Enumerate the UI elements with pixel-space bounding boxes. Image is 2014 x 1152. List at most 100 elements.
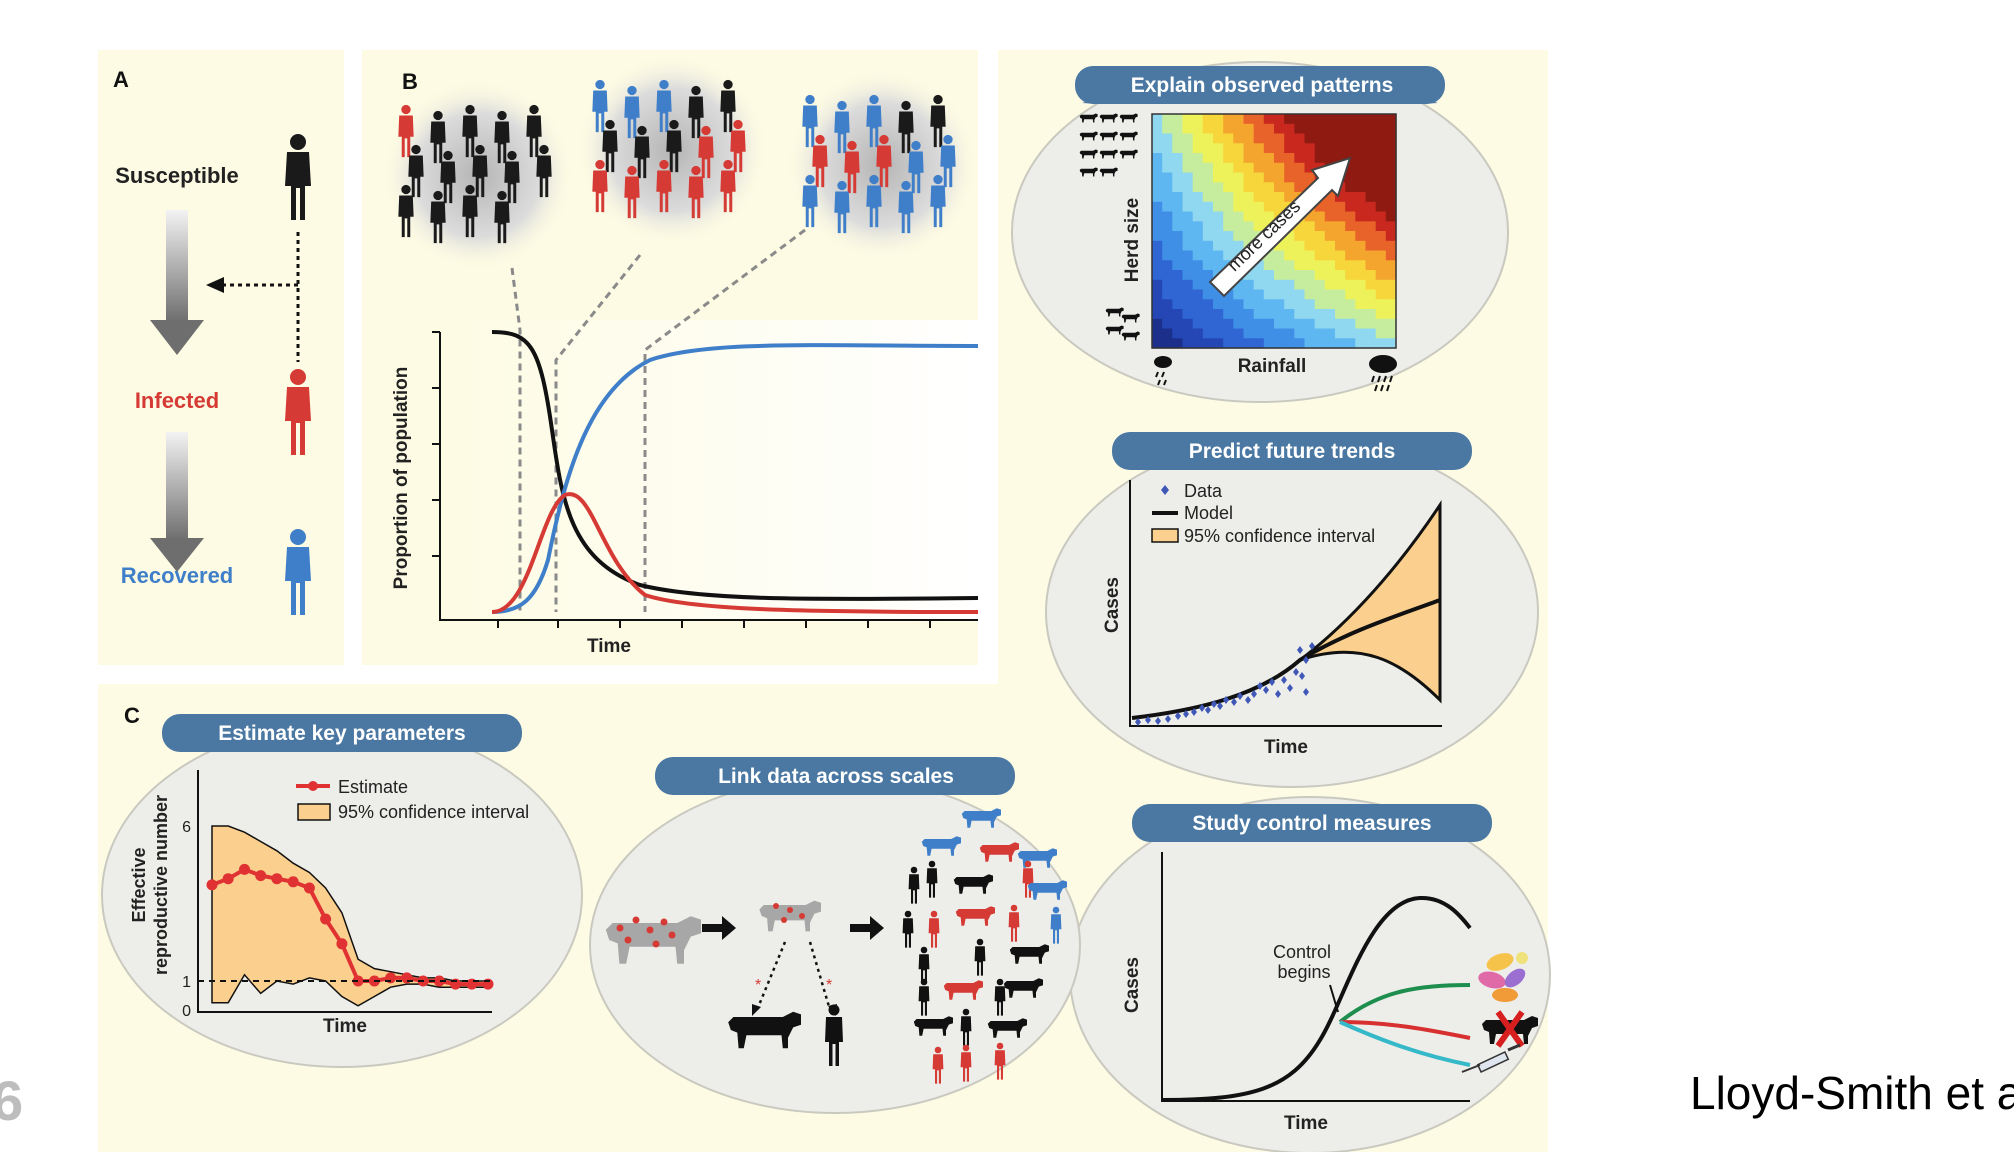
heatmap-cell xyxy=(1294,162,1306,174)
heatmap-cell xyxy=(1263,114,1275,125)
heatmap-cell xyxy=(1243,201,1255,213)
heatmap-cell xyxy=(1172,172,1184,183)
heatmap-cell xyxy=(1284,153,1295,164)
heatmap-cell xyxy=(1365,201,1377,213)
data-point xyxy=(1175,712,1181,720)
heatmap-cell xyxy=(1253,309,1265,320)
heatmap-cell xyxy=(1335,299,1346,310)
heatmap-cell xyxy=(1162,279,1173,291)
heatmap-cell xyxy=(1263,250,1275,261)
predict-data-points xyxy=(1135,642,1315,726)
heatmap-cell xyxy=(1284,250,1295,261)
heatmap-cell xyxy=(1192,211,1204,222)
heatmap-cell xyxy=(1152,289,1163,300)
heatmap-cell xyxy=(1182,250,1194,261)
heatmap-cell xyxy=(1385,270,1397,281)
heatmap-cell xyxy=(1152,201,1163,213)
heatmap-cell xyxy=(1152,240,1163,252)
heatmap-cell xyxy=(1152,221,1163,232)
heatmap-cell xyxy=(1172,299,1184,310)
heatmap-cell xyxy=(1192,182,1204,193)
heatmap-cell xyxy=(1365,260,1377,271)
heatmap-cell xyxy=(1263,143,1275,154)
heatmap-cell xyxy=(1324,338,1336,349)
heatmap-cell xyxy=(1253,338,1265,349)
heatmap-cell xyxy=(1375,221,1387,232)
heatmap-cell xyxy=(1355,250,1367,261)
predict-oval: Predict future trends xyxy=(1045,432,1539,788)
heatmap-cell xyxy=(1274,260,1285,271)
heatmap-cell xyxy=(1294,231,1306,242)
heatmap-cell xyxy=(1182,240,1194,252)
heatmap-cell xyxy=(1162,162,1173,174)
heatmap-cell xyxy=(1243,153,1255,164)
heatmap-cell xyxy=(1365,221,1377,232)
heatmap-cell xyxy=(1192,172,1204,183)
heatmap-cell xyxy=(1213,221,1224,232)
heatmap-cell xyxy=(1152,192,1163,203)
data-point xyxy=(1309,642,1315,650)
heatmap-cell xyxy=(1294,318,1306,330)
heatmap-cell xyxy=(1192,201,1204,213)
heatmap-cell xyxy=(1375,318,1387,330)
heatmap-cell xyxy=(1375,260,1387,271)
heatmap-cell xyxy=(1182,172,1194,183)
heatmap-cell xyxy=(1335,114,1346,125)
heatmap-cell xyxy=(1345,162,1356,174)
panel-b-label: B xyxy=(402,69,418,94)
heatmap-cell xyxy=(1202,231,1214,242)
heatmap-cell xyxy=(1243,143,1255,154)
heatmap-cell xyxy=(1162,172,1173,183)
heatmap-cell xyxy=(1152,172,1163,183)
heatmap-cell xyxy=(1243,162,1255,174)
heatmap-cell xyxy=(1202,143,1214,154)
heatmap-cell xyxy=(1375,309,1387,320)
heatmap-cell xyxy=(1243,114,1255,125)
control-cyan-curve xyxy=(1339,1020,1471,1067)
heatmap-cell xyxy=(1314,231,1326,242)
data-point xyxy=(1281,676,1287,684)
feedback-dotted-arrow xyxy=(220,232,300,362)
control-xlabel: Time xyxy=(1284,1113,1328,1134)
heatmap-cell xyxy=(1324,270,1336,281)
heatmap-cell xyxy=(1355,289,1367,300)
heatmap-cell xyxy=(1253,172,1265,183)
heatmap-cell xyxy=(1223,328,1234,339)
heatmap-cell xyxy=(1335,270,1346,281)
heatmap-cell xyxy=(1304,153,1316,164)
heatmap-cell xyxy=(1253,162,1265,174)
heatmap-cell xyxy=(1192,153,1204,164)
heatmap-cell xyxy=(1223,192,1234,203)
control-oval: Study control measures xyxy=(1069,796,1551,1152)
heatmap-cell xyxy=(1253,153,1265,164)
heatmap-cell xyxy=(1213,260,1224,271)
heatmap-cell xyxy=(1152,260,1163,271)
heatmap-cell xyxy=(1274,338,1285,349)
heatmap-cell xyxy=(1274,250,1285,261)
heatmap-cell xyxy=(1223,318,1234,330)
citation-caption: Lloyd-Smith et a xyxy=(1690,1067,2014,1119)
heatmap-cell xyxy=(1345,133,1356,144)
infected-curve xyxy=(491,492,979,614)
low-rain-cloud-icon xyxy=(1154,356,1172,386)
heatmap-cell xyxy=(1284,299,1295,310)
heatmap-cell xyxy=(1365,240,1377,252)
heatmap-cell xyxy=(1172,114,1184,125)
heatmap-cell xyxy=(1335,143,1346,154)
heatmap-cell xyxy=(1182,114,1194,125)
heatmap-cell xyxy=(1335,279,1346,291)
heatmap-cell xyxy=(1253,260,1265,271)
estimate-legend: Estimate 95% confidence interval xyxy=(296,777,529,822)
feedback-arrowhead xyxy=(206,277,224,293)
heatmap-cell xyxy=(1202,309,1214,320)
heatmap-cell xyxy=(1355,201,1367,213)
heatmap-cell xyxy=(1304,309,1316,320)
heatmap-cell xyxy=(1274,172,1285,183)
heatmap-cell xyxy=(1324,328,1336,339)
heatmap-cell xyxy=(1274,309,1285,320)
heatmap-cell xyxy=(1202,172,1214,183)
heatmap-cell xyxy=(1172,231,1184,242)
heatmap-cell xyxy=(1172,309,1184,320)
legend-estimate: Estimate xyxy=(338,777,408,797)
heatmap-cell xyxy=(1355,279,1367,291)
